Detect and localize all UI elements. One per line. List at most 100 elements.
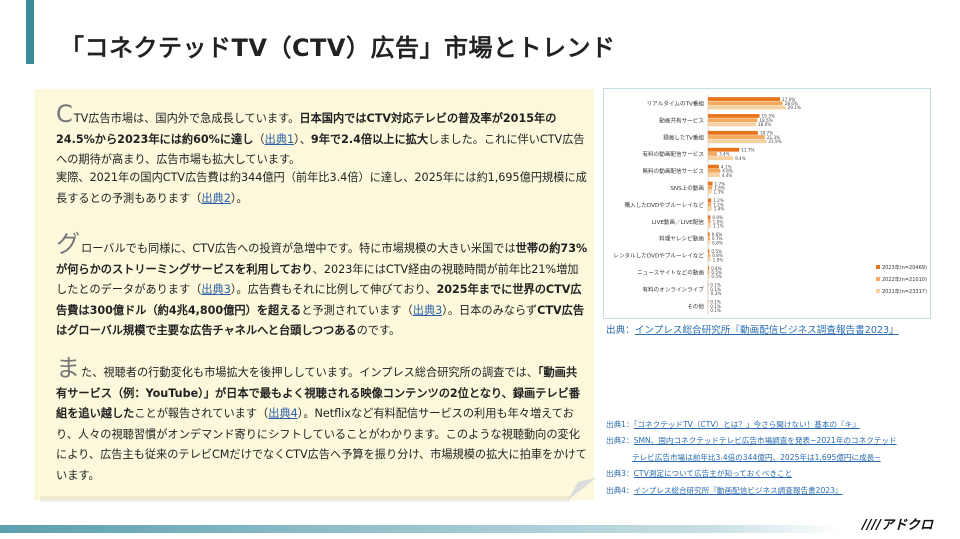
dropcap: ま	[56, 354, 80, 382]
paragraph-domestic: CTV広告市場は、国内外で急成長しています。日本国内ではCTV対応テレビの普及率…	[56, 100, 585, 166]
data-bar	[708, 215, 711, 220]
data-label: 1.4%	[714, 207, 725, 212]
data-bar	[708, 105, 786, 110]
data-label: 0.6%	[712, 232, 723, 237]
data-label: 0.4%	[711, 266, 722, 271]
dropcap: C	[56, 100, 73, 128]
data-label: 0.5%	[711, 270, 722, 275]
paragraph-market-size: 実際、2021年の国内CTV広告費は約344億円（前年比3.4倍）に達し、202…	[56, 171, 587, 205]
category-label: その他	[687, 302, 704, 310]
data-bar	[708, 249, 710, 254]
chart-source-link[interactable]: インプレス総合研究所『動画配信ビジネス調査報告書2023』	[634, 325, 899, 336]
accent-bar	[26, 0, 34, 64]
data-label: 0.1%	[710, 283, 721, 288]
data-label: 4.4%	[722, 173, 733, 178]
category-label: 購入したDVDやブルーレイなど	[625, 201, 705, 209]
data-bar	[708, 164, 719, 169]
legend-label: 2022年(n=21010)	[882, 276, 927, 283]
data-bar	[708, 232, 710, 237]
data-label: 0.1%	[710, 304, 721, 309]
data-label: 18.0%	[758, 122, 771, 127]
data-bar	[708, 173, 720, 177]
data-label: 0.1%	[710, 300, 721, 305]
data-label: 0.1%	[710, 287, 721, 292]
data-bar	[708, 156, 734, 161]
data-label: 4.6%	[722, 169, 733, 174]
source-link-2[interactable]: 出典2	[201, 191, 231, 205]
sticky-note	[34, 89, 594, 500]
data-bar	[708, 152, 718, 156]
data-label: 0.8%	[712, 253, 723, 258]
data-bar	[708, 181, 713, 186]
data-bar	[708, 114, 760, 118]
data-label: 29.1%	[788, 105, 801, 110]
data-bar	[708, 122, 756, 127]
bottom-accent-bar	[0, 525, 840, 533]
legend-label: 2023年(n=20469)	[882, 264, 927, 271]
data-label: 21.9%	[768, 139, 781, 144]
reference-2-cont[interactable]: テレビ広告市場は前年比3.4倍の344億円、2025年は1,695億円に成長~	[632, 452, 881, 462]
category-label: 無料の動画配信サービス	[642, 167, 704, 175]
data-label: 1.0%	[713, 219, 724, 224]
data-bar	[708, 130, 758, 135]
legend-label: 2021年(n=23317)	[882, 288, 927, 295]
data-label: 0.9%	[712, 215, 723, 220]
data-label: 1.1%	[713, 223, 724, 228]
page-curl-icon	[568, 478, 596, 500]
reference-2[interactable]: 出典2：SMN、国内コネクテッドテレビ広告市場調査を発表~2021年のコネクテッ…	[606, 436, 897, 446]
data-label: 0.5%	[711, 274, 722, 279]
source-link-3b[interactable]: 出典3	[412, 303, 443, 317]
data-label: 1.2%	[713, 202, 724, 207]
data-label: 1.7%	[715, 181, 726, 186]
data-label: 0.1%	[710, 308, 721, 313]
data-label: 1.3%	[713, 190, 724, 195]
data-bar	[708, 274, 710, 279]
data-label: 0.7%	[712, 236, 723, 241]
data-bar	[708, 202, 712, 207]
data-label: 3.4%	[719, 152, 730, 157]
source-link-1[interactable]: 出典1	[264, 132, 295, 146]
data-label: 21.3%	[767, 135, 780, 140]
data-label: 1.2%	[713, 198, 724, 203]
data-bar	[708, 219, 711, 224]
reference-4[interactable]: 出典4：インプレス総合研究所『動画配信ビジネス調査報告書2023』	[606, 485, 843, 495]
reference-1[interactable]: 出典1：「コネクテッドTV（CTV）とは？」今さら聞けない！基本の『キ』	[606, 420, 860, 429]
legend-swatch	[876, 289, 880, 293]
source-link-3[interactable]: 出典3	[201, 283, 231, 296]
data-label: 18.5%	[759, 118, 772, 123]
viewing-content-chart: リアルタイムのTV番組 27.0% 28.0% 29.1% 動画共有サービス 19.3% 1…	[603, 88, 931, 319]
data-bar	[708, 190, 712, 194]
data-bar	[708, 198, 712, 203]
data-bar	[708, 223, 711, 228]
data-label: 9.4%	[735, 156, 746, 161]
data-label: 18.7%	[760, 131, 773, 136]
reference-3[interactable]: 出典3：CTV測定について広告主が知っておくべきこと	[606, 469, 793, 479]
note-shadow	[40, 496, 570, 502]
data-label: 0.8%	[712, 240, 723, 245]
data-bar	[708, 253, 711, 258]
category-label: SNS上の動画	[670, 184, 704, 192]
category-label: ニュースサイトなどの動画	[637, 268, 704, 276]
data-label: 11.7%	[741, 147, 754, 152]
data-bar	[708, 266, 710, 270]
data-bar	[708, 135, 765, 139]
data-label: 1.6%	[714, 185, 725, 190]
brand-logo: ////アドクロ	[862, 518, 933, 533]
category-label: LIVE動画／LIVE配信	[652, 218, 705, 226]
data-bar	[708, 291, 709, 296]
page-title: 「コネクテッドTV（CTV）広告」市場とトレンド	[60, 34, 616, 62]
data-bar	[708, 168, 721, 173]
dropcap: グ	[56, 230, 80, 258]
source-link-4[interactable]: 出典4	[268, 407, 298, 420]
data-bar	[708, 118, 758, 123]
data-label: 0.5%	[711, 249, 722, 254]
category-label: 録画したTV番組	[663, 133, 704, 141]
paragraph-viewer-behavior: また、視聴者の行動変化も市場拡大を後押ししています。インプレス総合研究所の調査で…	[56, 354, 587, 482]
data-bar	[708, 147, 740, 152]
data-bar	[708, 185, 713, 190]
data-label: 27.0%	[782, 97, 795, 102]
data-bar	[708, 236, 710, 241]
data-bar	[708, 270, 710, 275]
category-label: 有料のオンラインライブ	[642, 285, 704, 293]
chart-source: 出典：インプレス総合研究所『動画配信ビジネス調査報告書2023』	[606, 325, 899, 336]
